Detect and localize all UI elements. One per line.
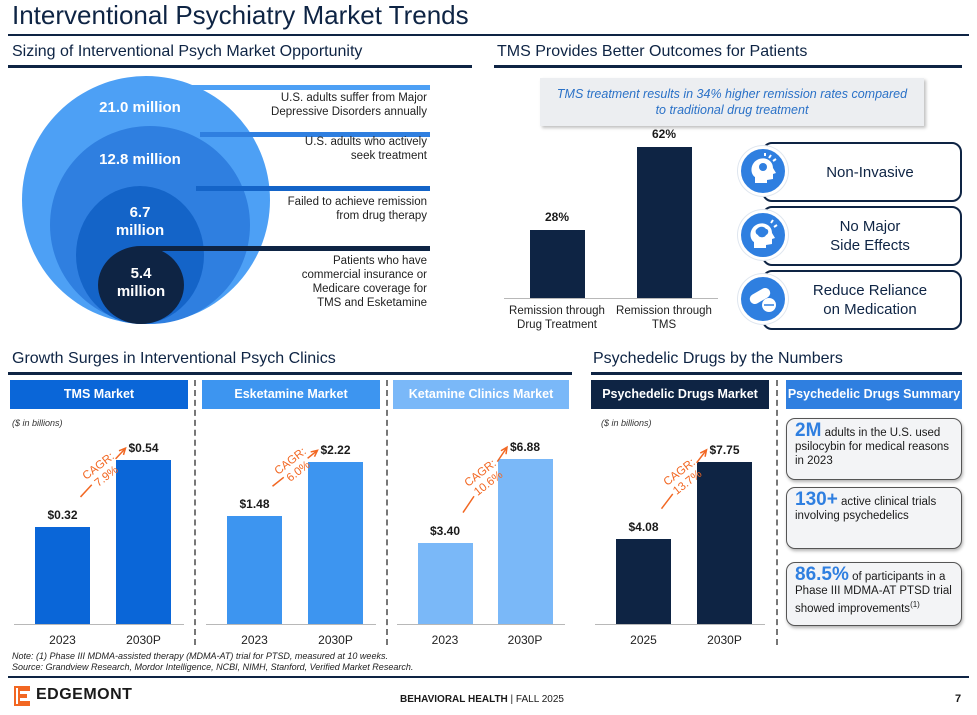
- leader-line-1: [200, 132, 430, 137]
- bar-tms-2023: [35, 526, 90, 624]
- value-label-psychedelic-2025: $4.08: [628, 519, 659, 534]
- section-divider-sizing: [8, 65, 472, 68]
- value-label-psychedelic-2030p: $7.75: [709, 442, 740, 457]
- brain-icon: [738, 210, 788, 260]
- stat-box-clinical-trials: 130+ active clinical trials involving ps…: [786, 487, 962, 549]
- category-label-psychedelic-2025: 2025: [630, 633, 657, 647]
- pills-icon: [738, 274, 788, 324]
- leader-line-3: [140, 246, 430, 251]
- bar-esketamine-2023: [227, 516, 282, 624]
- section-title-sizing: Sizing of Interventional Psych Market Op…: [12, 43, 363, 60]
- benefit-no-side-effects: No Major Side Effects: [762, 206, 962, 266]
- bar-tms-2030p: [116, 460, 171, 624]
- category-label-esketamine-2023: 2023: [241, 633, 268, 647]
- stat-big-mdma-trial: 86.5%: [795, 564, 849, 585]
- section-divider-tms-outcomes: [494, 65, 962, 68]
- value-label-ketamine-2030p: $6.88: [509, 440, 541, 455]
- section-title-tms-outcomes: TMS Provides Better Outcomes for Patient…: [497, 43, 808, 60]
- funnel-value-0: 21.0 million: [99, 99, 181, 116]
- funnel-desc-1: U.S. adults who actively seek treatment: [304, 136, 427, 162]
- edgemont-logo-icon: [12, 684, 32, 708]
- benefit-non-invasive: Non-Invasive: [762, 142, 962, 202]
- funnel-value-3: 5.4 million: [116, 265, 166, 300]
- divider-dashed-1: [194, 380, 196, 645]
- value-label-remission-drug: 28%: [544, 210, 570, 224]
- header-esketamine-market: Esketamine Market: [202, 380, 380, 409]
- header-tms-market: TMS Market: [10, 380, 188, 409]
- category-label-remission-tms: Remission through TMS: [616, 305, 712, 331]
- bar-ketamine-2030p: [497, 459, 553, 624]
- page-title: Interventional Psychiatry Market Trends: [12, 0, 469, 30]
- funnel-value-1: 12.8 million: [99, 151, 181, 168]
- value-label-tms-2030p: $0.54: [128, 441, 159, 456]
- category-label-esketamine-2030p: 2030P: [318, 633, 353, 647]
- bar-remission-drug: [530, 230, 585, 298]
- benefit-reduce-reliance: Reduce Reliance on Medication: [762, 270, 962, 330]
- stat-big-clinical-trials: 130+: [795, 489, 838, 510]
- tms-callout: TMS treatment results in 34% higher remi…: [540, 78, 924, 126]
- leader-line-2: [196, 186, 430, 191]
- category-label-remission-drug: Remission through Drug Treatment: [509, 305, 605, 331]
- category-label-tms-2023: 2023: [49, 633, 76, 647]
- divider-dashed-2: [386, 380, 388, 645]
- bar-psychedelic-2025: [616, 538, 671, 624]
- footnote-source: Source: Grandview Research, Mordor Intel…: [12, 662, 414, 672]
- funnel-desc-3: Patients who have commercial insurance or…: [301, 255, 427, 309]
- footer-center-text: BEHAVIORAL HEALTH | FALL 2025: [400, 694, 564, 705]
- baseline-tms: [14, 624, 184, 625]
- stat-box-mdma-trial: 86.5% of participants in a Phase III MDM…: [786, 562, 962, 626]
- funnel-desc-2: Failed to achieve remission from drug the…: [287, 196, 427, 222]
- baseline-ketamine: [397, 624, 565, 625]
- category-label-ketamine-2023: 2023: [431, 633, 459, 647]
- value-label-esketamine-2023: $1.48: [239, 497, 270, 512]
- footnote-note: Note: (1) Phase III MDMA-assisted therap…: [12, 651, 388, 661]
- section-title-growth: Growth Surges in Interventional Psych Cl…: [12, 350, 336, 367]
- header-ketamine-market: Ketamine Clinics Market: [393, 380, 569, 409]
- stat-big-psilocybin: 2M: [795, 420, 822, 441]
- header-psychedelic-summary: Psychedelic Drugs Summary: [786, 380, 962, 409]
- head-icon: [738, 146, 788, 196]
- stat-box-psilocybin: 2M adults in the U.S. used psilocybin fo…: [786, 418, 962, 480]
- leader-line-0: [170, 85, 430, 90]
- category-label-ketamine-2030p: 2030P: [507, 633, 543, 647]
- circle-5-4m: [98, 246, 184, 324]
- bar-remission-tms: [637, 147, 692, 298]
- funnel-desc-0: U.S. adults suffer from Major Depressive …: [271, 92, 427, 118]
- header-psychedelic-market: Psychedelic Drugs Market: [591, 380, 769, 409]
- page-number: 7: [955, 693, 962, 705]
- units-note-growth: ($ in billions): [12, 418, 63, 428]
- section-divider-growth: [8, 372, 572, 375]
- value-label-remission-tms: 62%: [651, 127, 677, 142]
- funnel-value-2: 6.7 million: [115, 204, 165, 239]
- divider-dashed-3: [776, 380, 778, 645]
- remission-chart-baseline: [504, 298, 718, 299]
- edgemont-logo-text: EDGEMONT: [36, 686, 133, 703]
- baseline-psychedelic: [595, 624, 765, 625]
- section-divider-psychedelic: [591, 372, 962, 375]
- bar-psychedelic-2030p: [697, 461, 752, 624]
- units-note-psychedelic: ($ in billions): [601, 418, 652, 428]
- category-label-psychedelic-2030p: 2030P: [707, 633, 742, 647]
- section-title-psychedelic: Psychedelic Drugs by the Numbers: [593, 350, 843, 367]
- value-label-ketamine-2023: $3.40: [429, 523, 461, 538]
- baseline-esketamine: [206, 624, 376, 625]
- title-divider: [8, 34, 969, 36]
- bar-ketamine-2023: [417, 542, 473, 624]
- footer-divider: [8, 676, 969, 678]
- value-label-tms-2023: $0.32: [47, 507, 78, 522]
- category-label-tms-2030p: 2030P: [126, 633, 161, 647]
- bar-esketamine-2030p: [308, 462, 363, 624]
- value-label-esketamine-2030p: $2.22: [320, 443, 351, 458]
